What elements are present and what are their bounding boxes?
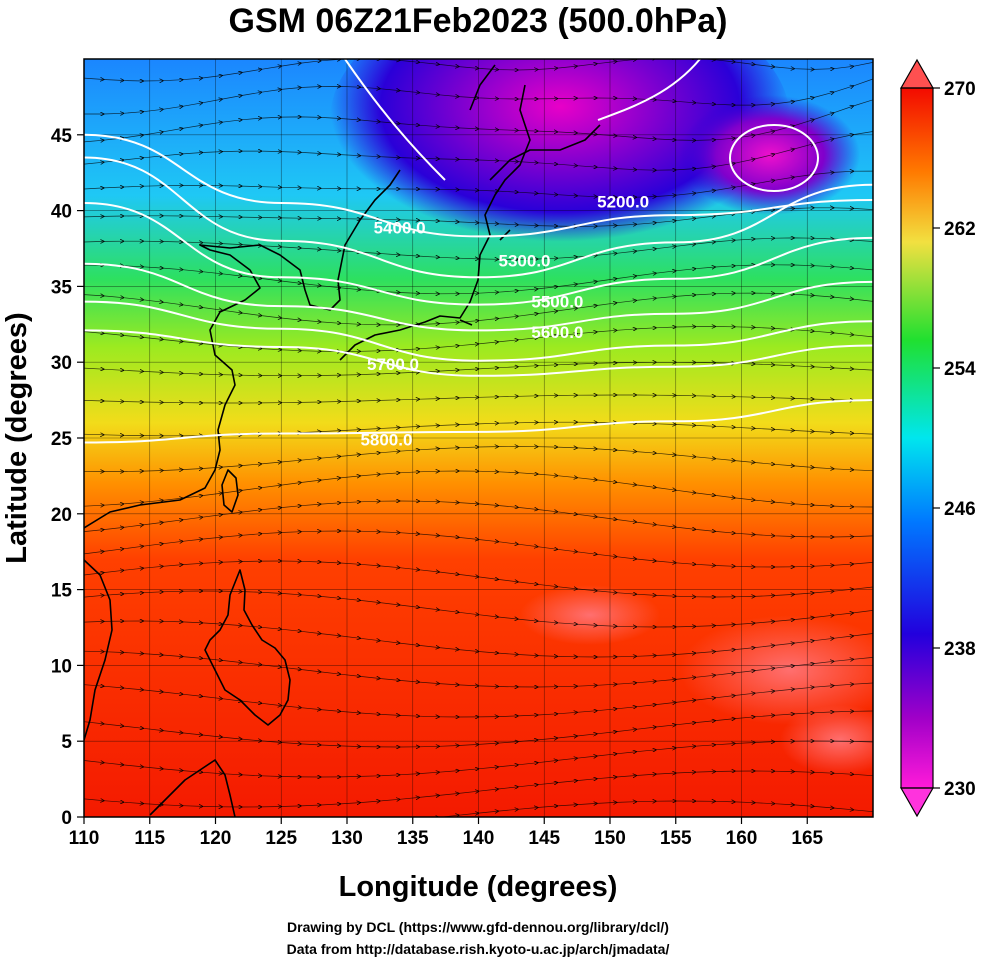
streamline — [84, 293, 873, 325]
x-axis-label: Longitude (degrees) — [339, 871, 618, 903]
colorbar-tick-label: 262 — [944, 219, 976, 240]
y-tick-label: 5 — [61, 732, 72, 753]
x-tick-label: 155 — [660, 828, 692, 849]
contour-line — [84, 300, 873, 362]
coastline-borneo — [149, 759, 236, 817]
contour-label: 5200.0 — [597, 193, 649, 212]
geopotential-contours — [84, 133, 873, 444]
x-tick-label: 115 — [134, 828, 165, 849]
colorbar-tick-label: 238 — [944, 639, 976, 660]
x-tick-label: 125 — [265, 828, 297, 849]
contour-line — [84, 399, 873, 444]
credit-data: Data from http://database.rish.kyoto-u.a… — [287, 941, 670, 957]
x-tick-label: 160 — [726, 828, 758, 849]
y-tick-label: 10 — [51, 656, 72, 677]
wind-streamlines — [84, 59, 873, 817]
y-tick-label: 25 — [51, 429, 73, 450]
streamline — [84, 327, 873, 352]
colorbar-tick-label: 254 — [944, 359, 976, 380]
x-tick-label: 110 — [69, 828, 100, 849]
streamline — [84, 59, 873, 81]
colorbar-extend-min — [899, 787, 935, 818]
coastline-sakhalin-kamchatka — [469, 64, 601, 181]
y-tick-label: 15 — [51, 581, 73, 602]
closed-low-contour — [729, 124, 819, 192]
y-axis-label: Latitude (degrees) — [1, 312, 33, 563]
y-tick-label: 0 — [61, 808, 72, 829]
coastline-philippines — [204, 569, 291, 726]
y-tick-label: 20 — [51, 505, 72, 526]
contour-line — [84, 202, 873, 306]
streamline — [84, 395, 873, 403]
contour-label: 5400.0 — [374, 218, 426, 237]
warm-patch — [680, 615, 873, 725]
y-tick-label: 40 — [51, 202, 72, 223]
coastline-korea-china — [84, 169, 401, 529]
warm-patch — [780, 705, 873, 775]
plot-area: 5200.0 5300.0 5400.0 5500.0 5600.0 5700.0 5800… — [84, 59, 873, 817]
streamline — [84, 171, 873, 197]
colorbar-frame — [900, 87, 934, 789]
chart-title: GSM 06Z21Feb2023 (500.0hPa) — [229, 2, 728, 40]
streamline — [84, 801, 873, 817]
colorbar-ramp — [901, 88, 933, 788]
x-tick-label: 150 — [594, 828, 626, 849]
contour-labels: 5200.0 5300.0 5400.0 5500.0 5600.0 5700.0 5800… — [360, 193, 649, 450]
coastline-taiwan — [221, 469, 239, 513]
x-tick-label: 165 — [791, 828, 823, 849]
y-tick-label: 30 — [51, 353, 72, 374]
contour-line — [84, 262, 873, 332]
contour-line — [84, 156, 873, 279]
x-axis-ticks: 110 115 120 125 130 135 140 145 150 155 160 165 — [69, 817, 824, 849]
coastlines — [84, 64, 601, 817]
x-tick-label: 140 — [463, 828, 495, 849]
coastline-indochina — [84, 559, 113, 741]
y-axis-ticks: 0 5 10 15 20 25 30 35 40 45 — [51, 126, 84, 829]
y-tick-label: 45 — [51, 126, 73, 147]
x-tick-label: 120 — [200, 828, 232, 849]
contour-line — [84, 329, 873, 377]
contour-label: 5600.0 — [531, 323, 583, 342]
x-tick-label: 145 — [528, 828, 560, 849]
colorbar-extend-max — [899, 58, 935, 89]
colorbar-tick-label: 230 — [944, 779, 976, 800]
streamline — [84, 362, 873, 375]
contour-label: 5700.0 — [367, 355, 419, 374]
colorbar: 270 262 254 246 238 230 — [899, 58, 976, 818]
streamline — [84, 238, 873, 260]
contour-5100-segment — [597, 59, 701, 121]
colorbar-ticks: 270 262 254 246 238 230 — [933, 79, 976, 800]
contour-label: 5500.0 — [531, 293, 583, 312]
colorbar-tick-label: 246 — [944, 499, 976, 520]
contour-5100-segment — [344, 59, 446, 181]
colorbar-tick-label: 270 — [944, 79, 976, 100]
streamline — [84, 131, 873, 171]
contour-label: 5800.0 — [360, 431, 412, 450]
x-tick-label: 130 — [331, 828, 363, 849]
y-tick-label: 35 — [51, 277, 73, 298]
contour-line — [84, 133, 873, 238]
credit-drawing: Drawing by DCL (https://www.gfd-dennou.o… — [287, 919, 669, 935]
contour-label: 5300.0 — [499, 252, 551, 271]
streamline — [84, 471, 873, 507]
x-tick-label: 135 — [397, 828, 429, 849]
warm-patch — [520, 585, 660, 645]
